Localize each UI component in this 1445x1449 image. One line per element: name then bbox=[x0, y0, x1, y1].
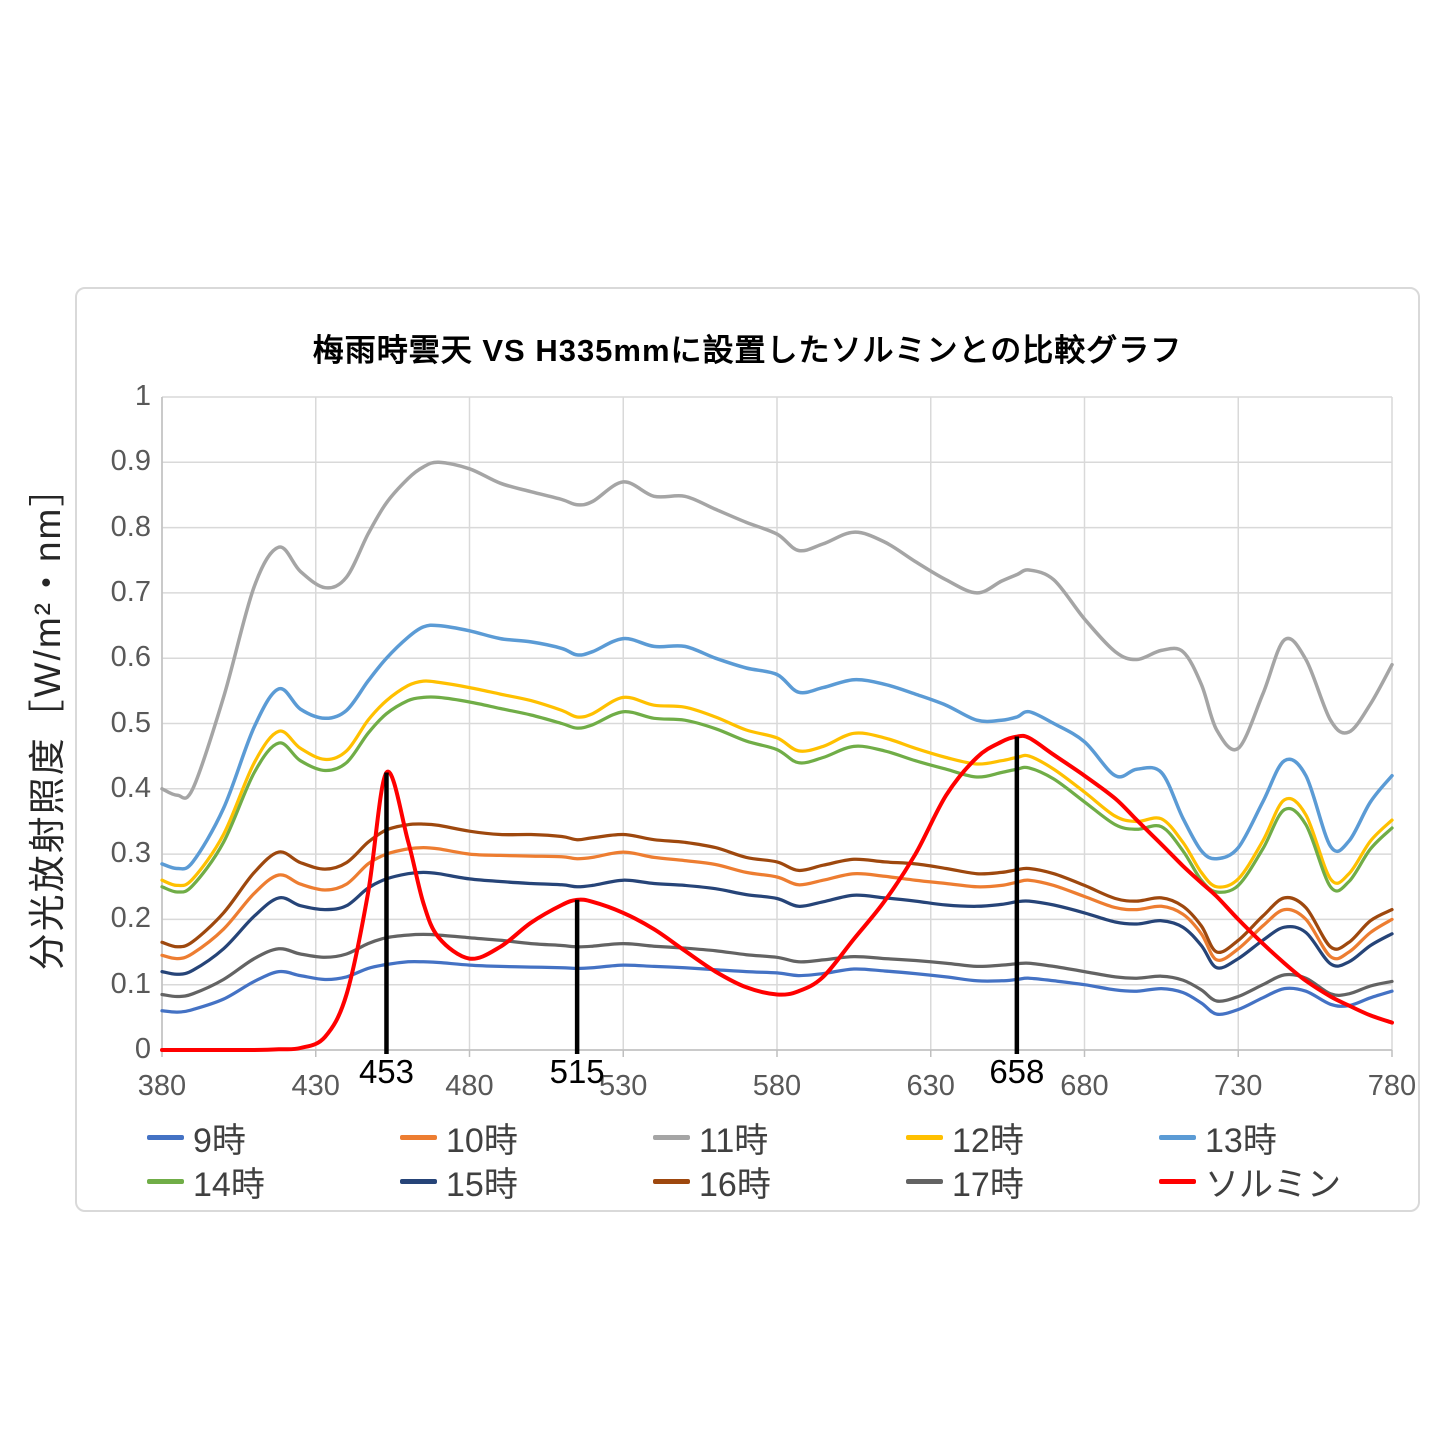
annotation-label: 515 bbox=[549, 1053, 605, 1090]
legend-swatch-icon bbox=[653, 1134, 690, 1140]
legend-swatch-icon bbox=[1159, 1134, 1196, 1140]
legend-item-13時: 13時 bbox=[1159, 1113, 1412, 1162]
x-tick-label: 530 bbox=[599, 1070, 648, 1102]
legend-item-16時: 16時 bbox=[653, 1157, 906, 1206]
x-tick-label: 480 bbox=[445, 1070, 494, 1102]
y-tick-label: 0.2 bbox=[110, 902, 151, 935]
legend-item-17時: 17時 bbox=[906, 1157, 1159, 1206]
y-tick-label: 0.1 bbox=[110, 967, 151, 1000]
series-line-8 bbox=[160, 822, 1394, 955]
legend-item-14時: 14時 bbox=[147, 1157, 400, 1206]
legend-swatch-icon bbox=[147, 1178, 184, 1184]
series-line-2 bbox=[160, 845, 1394, 962]
legend-label: 16時 bbox=[699, 1165, 771, 1204]
legend-swatch-icon bbox=[1159, 1178, 1196, 1184]
y-tick-label: 0.7 bbox=[110, 575, 151, 608]
legend-label: 17時 bbox=[952, 1165, 1024, 1204]
series-line-10 bbox=[160, 733, 1394, 1053]
legend-label: 11時 bbox=[699, 1121, 769, 1160]
series-line-1 bbox=[160, 959, 1394, 1016]
annotation-label: 453 bbox=[358, 1053, 414, 1090]
x-tick-label: 580 bbox=[752, 1070, 802, 1102]
x-tick-label: 380 bbox=[137, 1070, 187, 1102]
legend-swatch-icon bbox=[653, 1178, 690, 1184]
legend-item-12時: 12時 bbox=[906, 1113, 1159, 1162]
legend-swatch-icon bbox=[400, 1134, 437, 1140]
legend-item-11時: 11時 bbox=[653, 1113, 906, 1162]
legend-item-ソルミン: ソルミン bbox=[1159, 1157, 1412, 1206]
legend-swatch-icon bbox=[400, 1178, 437, 1184]
legend-label: 15時 bbox=[446, 1165, 518, 1204]
legend-item-10時: 10時 bbox=[400, 1113, 653, 1162]
x-tick-label: 430 bbox=[291, 1070, 340, 1102]
y-tick-label: 0.4 bbox=[110, 771, 151, 804]
series-line-3 bbox=[160, 460, 1394, 800]
y-tick-label: 0.5 bbox=[110, 706, 151, 739]
legend-swatch-icon bbox=[147, 1134, 184, 1140]
legend-label: ソルミン bbox=[1205, 1165, 1341, 1204]
y-tick-label: 0.8 bbox=[110, 510, 151, 543]
y-tick-label: 0.6 bbox=[110, 641, 151, 674]
legend-label: 14時 bbox=[193, 1165, 265, 1204]
legend-label: 12時 bbox=[952, 1121, 1024, 1160]
x-tick-label: 780 bbox=[1367, 1070, 1417, 1102]
legend-item-15時: 15時 bbox=[400, 1157, 653, 1206]
series-line-5 bbox=[160, 623, 1394, 871]
annotation-label: 658 bbox=[989, 1053, 1045, 1090]
legend-label: 9時 bbox=[193, 1121, 246, 1160]
legend-swatch-icon bbox=[906, 1178, 943, 1184]
y-tick-label: 0 bbox=[134, 1033, 151, 1065]
x-tick-label: 680 bbox=[1060, 1070, 1109, 1102]
legend-label: 10時 bbox=[446, 1121, 518, 1160]
y-axis-title: 分光放射照度［W/m²・nm］ bbox=[27, 467, 68, 971]
series-line-7 bbox=[160, 870, 1394, 976]
series-line-4 bbox=[160, 679, 1394, 889]
y-tick-label: 1 bbox=[134, 380, 151, 412]
plot-area bbox=[160, 396, 1394, 1057]
y-tick-label: 0.3 bbox=[110, 837, 151, 870]
x-tick-label: 630 bbox=[906, 1070, 955, 1102]
chart-frame: 梅雨時雲天 VS H335mmに設置したソルミンとの比較グラフ 380 430 48… bbox=[75, 287, 1420, 1212]
legend: 9時 10時 11時 12時 13時 14時 15時 16時 17時 ソルミン bbox=[147, 1113, 1417, 1206]
legend-swatch-icon bbox=[906, 1134, 943, 1140]
x-tick-label: 730 bbox=[1214, 1070, 1263, 1102]
y-tick-label: 0.9 bbox=[110, 445, 151, 478]
chart-title: 梅雨時雲天 VS H335mmに設置したソルミンとの比較グラフ bbox=[312, 333, 1183, 368]
legend-label: 13時 bbox=[1205, 1121, 1277, 1160]
legend-item-9時: 9時 bbox=[147, 1113, 400, 1162]
